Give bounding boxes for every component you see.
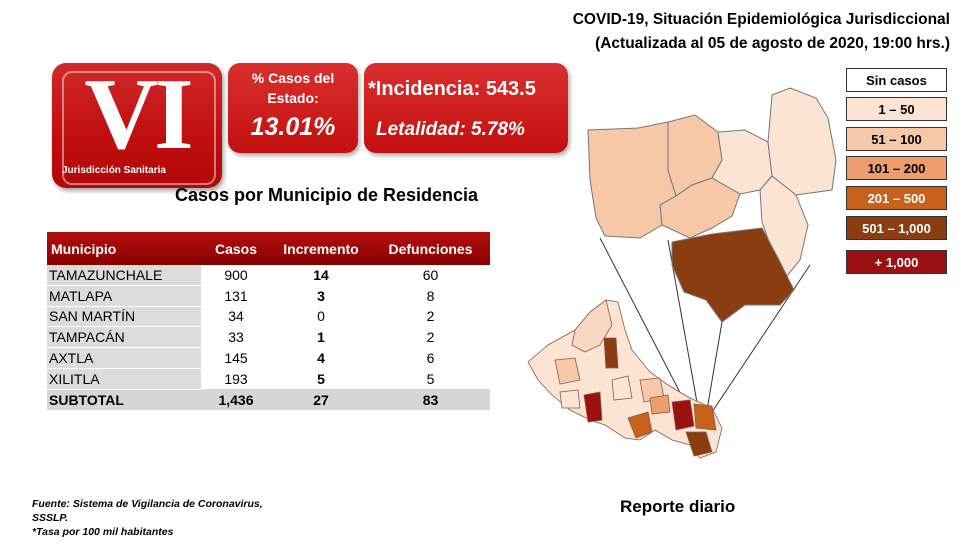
table-row: TAMAZUNCHALE 900 14 60 [47,265,490,286]
report-title: COVID-19, Situación Epidemiológica Juris… [572,11,950,28]
col-casos: Casos [201,232,271,265]
cell-incremento: 0 [271,306,371,327]
legend-label: 101 – 200 [867,161,926,176]
jurisdiction-badge: VI Jurisdicción Sanitaria [52,63,222,188]
cell-casos: 193 [201,368,271,390]
incidence-rate: *Incidencia: 543.5 [368,78,536,100]
cell-casos: 33 [201,326,271,348]
legend-item: Sin casos [846,68,947,92]
state-percent-label-2: Estado: [267,90,319,106]
rates-box: *Incidencia: 543.5 Letalidad: 5.78% [364,63,568,153]
legend-item: 501 – 1,000 [846,216,947,240]
table-title: Casos por Municipio de Residencia [175,185,479,205]
footnote-source: Fuente: Sistema de Vigilancia de Coronav… [32,498,263,510]
legend-label: Sin casos [866,73,927,88]
legend-label: 1 – 50 [878,102,915,117]
cell-subtotal-incremento: 27 [271,389,371,411]
footnote-source-org: SSSLP. [32,512,68,524]
cell-municipio: TAMPACÁN [47,326,201,349]
state-percent-value: 13.01% [250,113,336,141]
cell-incremento: 3 [271,285,371,307]
cell-casos: 131 [201,285,271,307]
legend-label: 201 – 500 [867,191,926,206]
cell-defunciones: 8 [371,285,490,307]
legend-item: 1 – 50 [846,97,947,121]
cell-casos: 145 [201,347,271,369]
cell-casos: 34 [201,306,271,327]
legend-label: 501 – 1,000 [862,221,931,236]
cell-municipio: MATLAPA [47,285,201,307]
cell-incremento: 4 [271,347,371,369]
source-footnote: Fuente: Sistema de Vigilancia de Coronav… [32,497,263,539]
legend-item: 51 – 100 [846,127,947,151]
cell-defunciones: 2 [371,306,490,327]
cell-defunciones: 60 [371,265,490,286]
municipality-cases-table: Municipio Casos Incremento Defunciones T… [47,232,490,411]
lethality-rate: Letalidad: 5.78% [376,119,525,140]
table-row: AXTLA 145 4 6 [47,347,490,369]
cell-subtotal-label: SUBTOTAL [47,389,201,411]
cell-subtotal-defunciones: 83 [371,389,490,411]
cell-municipio: XILITLA [47,368,201,390]
legend-label: 51 – 100 [871,132,922,147]
state-map [527,299,723,459]
report-label: Reporte diario [620,497,736,516]
jurisdiction-zoom-map [587,87,837,323]
cell-incremento: 14 [271,265,371,286]
cell-casos: 900 [201,265,271,286]
table-row: XILITLA 193 5 5 [47,368,490,390]
legend-item: 101 – 200 [846,156,947,180]
cell-defunciones: 5 [371,368,490,390]
table-header-row: Municipio Casos Incremento Defunciones [47,232,490,265]
cell-defunciones: 6 [371,347,490,369]
legend-item: + 1,000 [846,250,947,274]
table-row: MATLAPA 131 3 8 [47,285,490,307]
table-row: SAN MARTÍN 34 0 2 [47,306,490,328]
cell-defunciones: 2 [371,326,490,348]
cell-municipio: AXTLA [47,347,201,369]
state-percent-label-1: % Casos del [251,70,335,86]
table-row: TAMPACÁN 33 1 2 [47,326,490,349]
state-percent-label: % Casos del Estado: [228,68,358,108]
legend-item: 201 – 500 [846,186,947,210]
subtotal-row: SUBTOTAL 1,436 27 83 [47,389,490,411]
legend-label: + 1,000 [874,255,919,270]
col-incremento: Incremento [271,232,371,265]
cell-incremento: 1 [271,326,371,348]
cell-municipio: SAN MARTÍN [47,306,201,328]
badge-frame [62,71,216,185]
state-percent-box: % Casos del Estado: 13.01% [228,63,358,153]
col-municipio: Municipio [47,232,201,265]
cell-subtotal-casos: 1,436 [201,389,271,411]
footnote-rate-note: *Tasa por 100 mil habitantes [32,526,174,538]
cell-incremento: 5 [271,368,371,390]
jurisdiction-label: Jurisdicción Sanitaria [62,165,166,176]
report-date: (Actualizada al 05 de agosto de 2020, 19… [595,35,950,52]
cell-municipio: TAMAZUNCHALE [47,265,201,286]
col-defunciones: Defunciones [371,232,490,265]
jurisdiction-numeral: VI [84,58,193,171]
